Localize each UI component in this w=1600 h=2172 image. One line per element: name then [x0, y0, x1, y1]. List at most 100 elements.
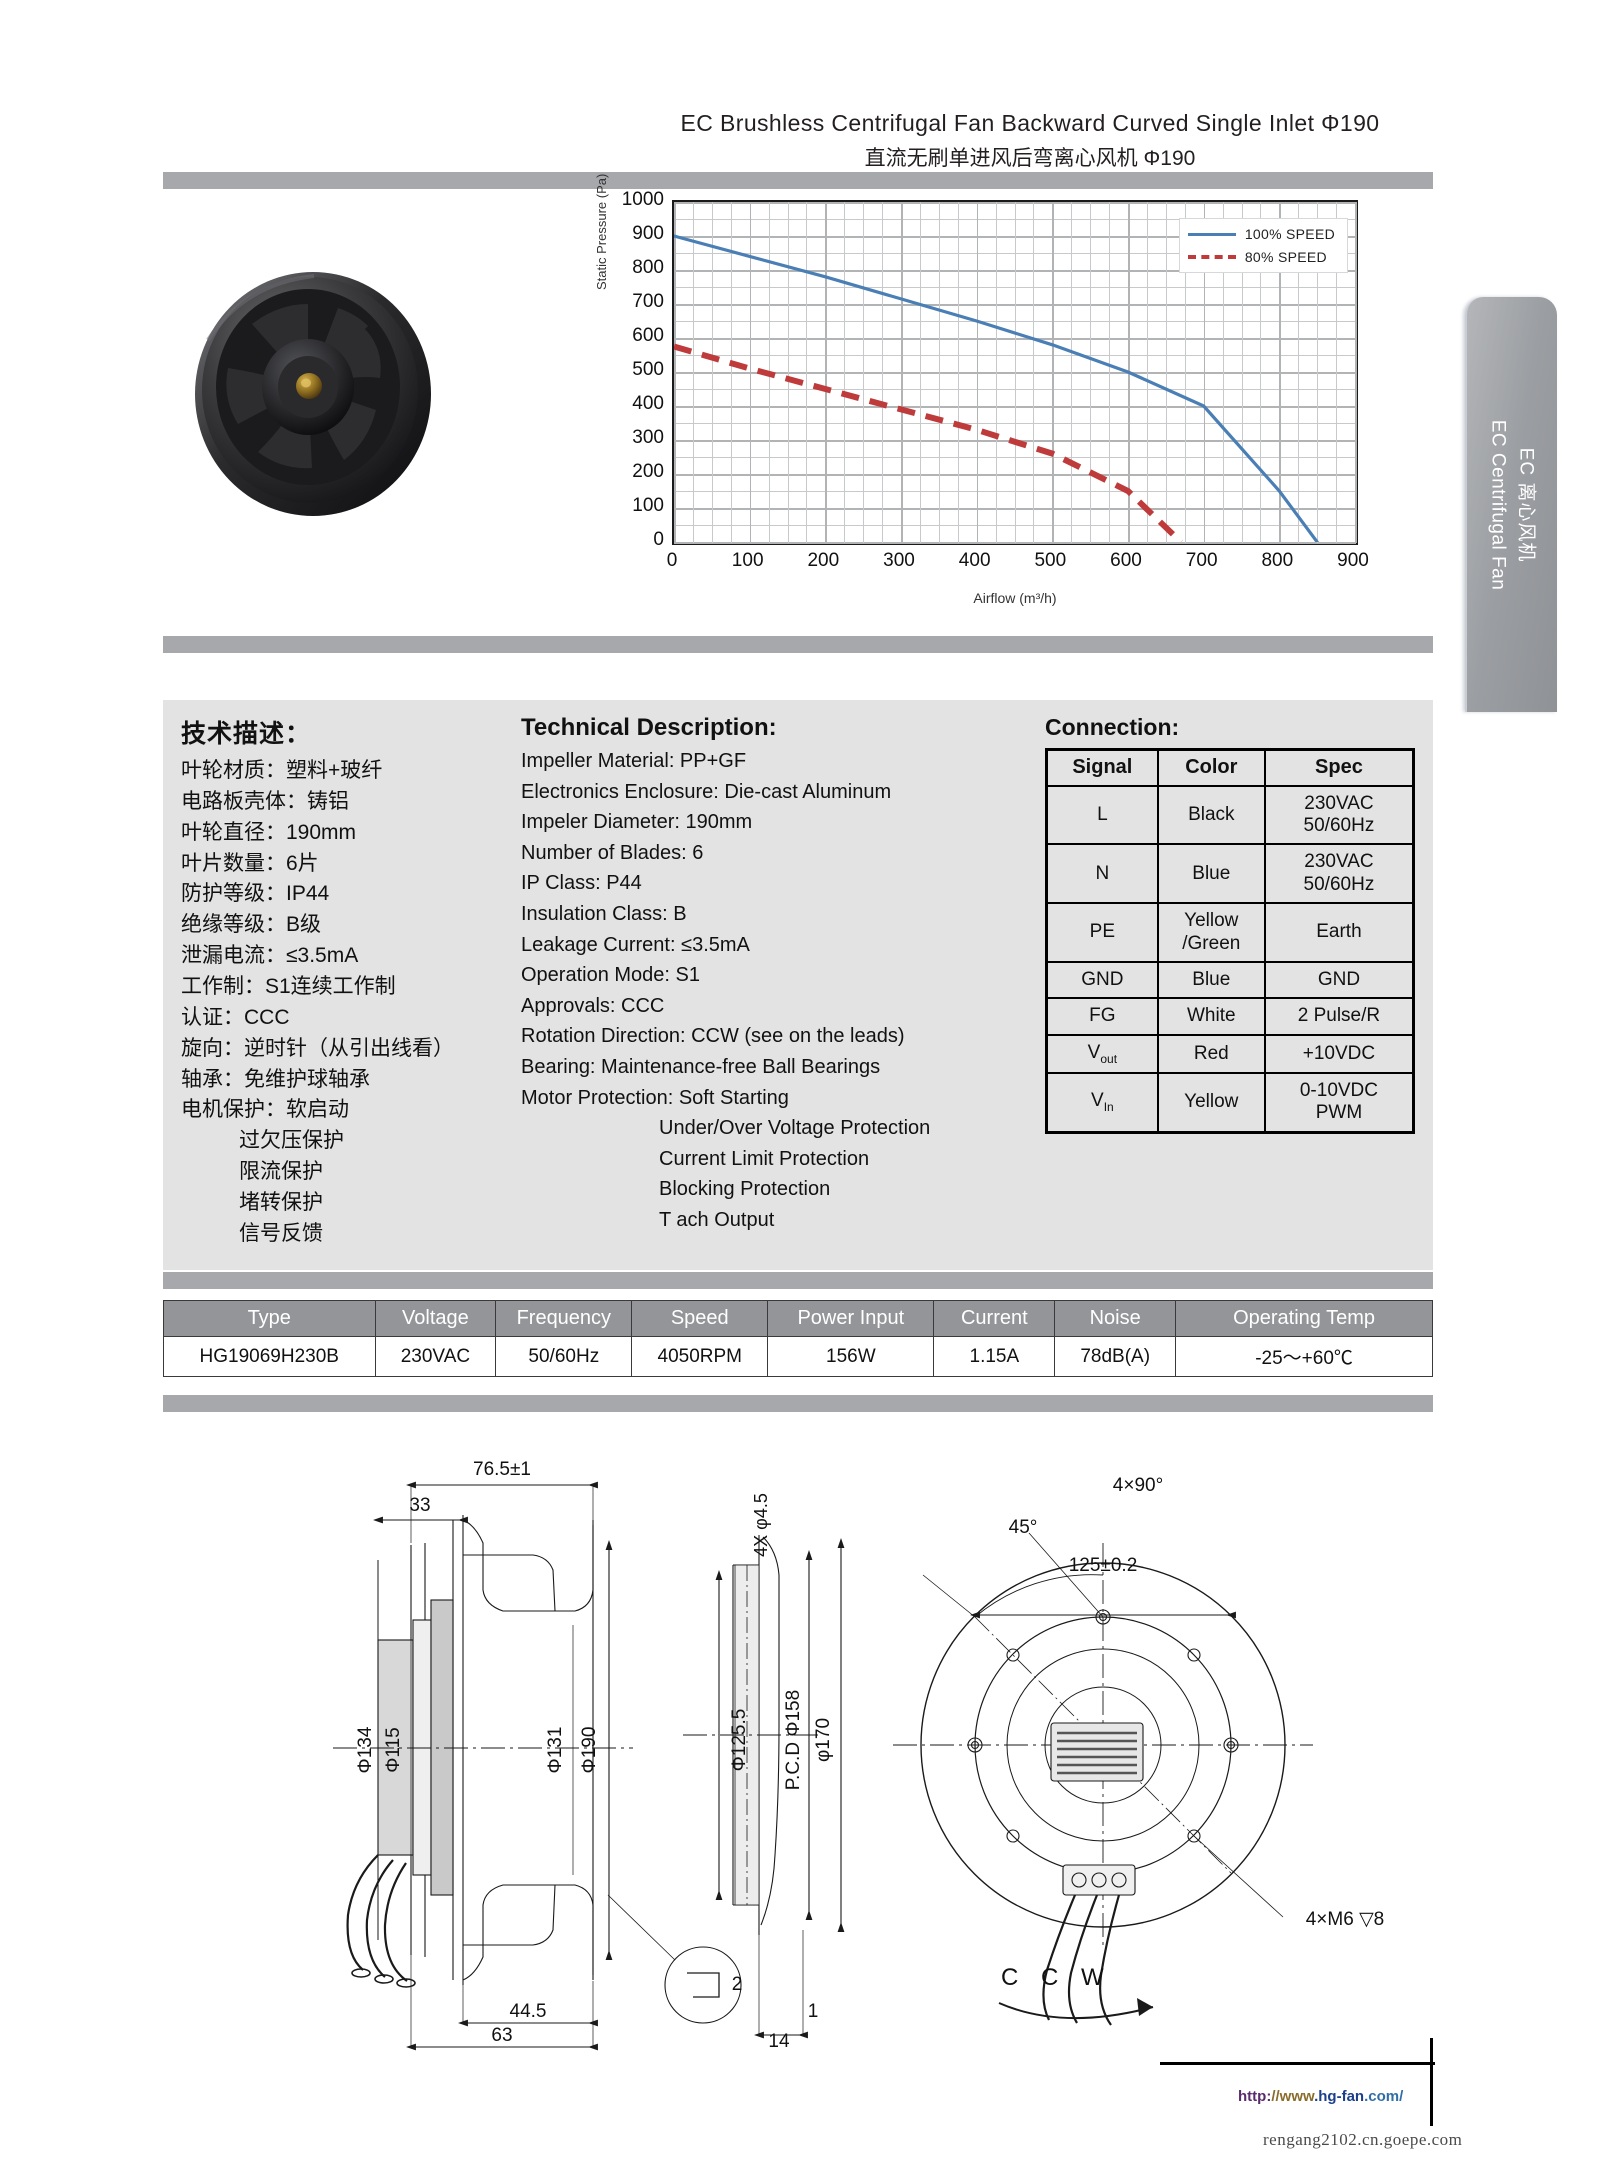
chart-gridline-v	[825, 202, 827, 543]
model-col-6: Noise	[1054, 1300, 1177, 1337]
chart-x-tick-700: 700	[1185, 550, 1218, 571]
chart-x-tick-300: 300	[883, 550, 915, 571]
url-part-2: //www	[1271, 2088, 1315, 2105]
drawing-section-view: 4X φ4.5 Φ125.5 P.C.D Φ158 φ170 2 1 14	[683, 1493, 845, 2052]
legend-swatch-solid	[1187, 232, 1236, 236]
url-part-1: http:	[1238, 2088, 1272, 2105]
chart-y-tick-600: 600	[632, 325, 664, 346]
svg-text:1: 1	[808, 2001, 819, 2022]
connection-signal: FG	[1045, 997, 1159, 1036]
svg-text:4×M6 ▽8: 4×M6 ▽8	[1306, 1909, 1385, 1930]
connection-spec: +10VDC	[1263, 1033, 1415, 1074]
legend-label-100: 100% SPEED	[1244, 226, 1335, 242]
chart-y-axis-label: Static Pressure (Pa)	[594, 173, 609, 290]
side-tab-ec-centrifugal-fan[interactable]: EC 离心风机 EC Centrifugal Fan	[1465, 297, 1557, 712]
chart-y-tick-300: 300	[632, 427, 664, 448]
divider-lower	[163, 1272, 1433, 1289]
chart-gridline-v	[1146, 202, 1148, 543]
chart-gridline-v	[1184, 202, 1186, 543]
tech-en-line-6: Leakage Current: ≤3.5mA	[521, 933, 750, 956]
model-table-header: Type Voltage Frequency Speed Power Input Curr…	[163, 1300, 1433, 1337]
tech-cn-line-14: 堵转保护	[239, 1191, 323, 1215]
chart-gridline-v	[976, 202, 979, 543]
chart-gridline-v	[692, 202, 694, 543]
chart-series-1	[674, 343, 1184, 542]
chart-gridline-v	[919, 202, 921, 543]
model-cell-1: 230VAC	[374, 1336, 497, 1377]
chart-x-axis-label: Airflow (m³/h)	[973, 590, 1057, 606]
chart-gridline-v	[787, 202, 789, 543]
tech-en-line-15: T ach Output	[659, 1208, 775, 1231]
chart-gridline-v	[749, 202, 752, 543]
chart-x-ticks: 0 100 200 300 400 500 600 700 800 900	[667, 550, 1369, 576]
connection-row: Vout Red +10VDC	[1045, 1033, 1415, 1074]
legend-swatch-dashed	[1187, 255, 1236, 259]
connection-signal: PE	[1045, 902, 1159, 964]
chart-gridline-v	[1165, 202, 1167, 543]
tech-cn-line-9: 旋向：逆时针（从引出线看）	[181, 1036, 454, 1060]
tech-description-english: Technical Description: Impeller Material…	[513, 700, 1033, 1270]
connection-color: Yellow	[1156, 1071, 1266, 1134]
divider-bottom	[163, 1395, 1433, 1412]
connection-color: Black	[1156, 784, 1266, 846]
tech-en-line-11: Motor Protection: Soft Starting	[521, 1086, 789, 1109]
chart-y-tick-1000: 1000	[621, 189, 664, 210]
model-cell-6: 78dB(A)	[1054, 1336, 1177, 1377]
model-cell-0: HG19069H230B	[163, 1336, 376, 1377]
connection-row: PE Yellow/Green Earth	[1045, 902, 1415, 964]
svg-text:P.C.D Φ158: P.C.D Φ158	[783, 1690, 804, 1790]
tech-cn-line-4: 防护等级：IP44	[181, 882, 330, 906]
page-watermark: rengang2102.cn.goepe.com	[1263, 2130, 1463, 2149]
tech-en-line-5: Insulation Class: B	[521, 902, 687, 925]
connection-col-2: Spec	[1263, 748, 1415, 787]
chart-gridline-v	[1203, 202, 1206, 543]
chart-x-tick-0: 0	[666, 550, 678, 571]
model-cell-2: 50/60Hz	[495, 1336, 633, 1377]
company-website-link[interactable]: http://www.hg-fan.com/	[1238, 2088, 1403, 2105]
chart-gridline-v	[1222, 202, 1224, 543]
model-col-7: Operating Temp	[1175, 1300, 1433, 1337]
chart-curves	[674, 234, 1319, 542]
chart-gridline-v	[1260, 202, 1262, 543]
svg-text:125±0.2: 125±0.2	[1069, 1555, 1138, 1576]
chart-gridline-v	[1090, 202, 1092, 543]
chart-y-tick-500: 500	[632, 359, 664, 380]
svg-text:76.5±1: 76.5±1	[473, 1459, 531, 1480]
side-tab-label-cn: EC 离心风机	[1515, 447, 1537, 562]
chart-y-tick-200: 200	[632, 461, 664, 482]
chart-gridline-v	[1071, 202, 1073, 543]
svg-text:Φ115: Φ115	[383, 1727, 404, 1772]
svg-text:C: C	[1001, 1964, 1018, 1991]
url-part-3: .hg-fan	[1314, 2088, 1365, 2105]
chart-y-tick-400: 400	[632, 393, 664, 414]
title-chinese: 直流无刷单进风后弯离心风机 Φ190	[864, 147, 1196, 170]
chart-x-tick-600: 600	[1110, 550, 1142, 571]
connection-col-0: Signal	[1045, 748, 1159, 787]
chart-gridline-v	[1279, 202, 1281, 543]
tech-en-line-9: Rotation Direction: CCW (see on the lead…	[521, 1025, 905, 1048]
svg-text:Φ131: Φ131	[545, 1727, 566, 1774]
model-col-1: Voltage	[374, 1300, 497, 1337]
chart-y-tick-900: 900	[632, 223, 664, 244]
model-col-2: Frequency	[495, 1300, 633, 1337]
chart-x-tick-800: 800	[1261, 550, 1294, 571]
connection-col-1: Color	[1156, 748, 1266, 787]
chart-gridline-v	[844, 202, 846, 543]
tech-description-chinese: 技术描述： 叶轮材质：塑料+玻纤 电路板壳体：铸铝 叶轮直径：190mm 叶片数量：6…	[163, 700, 513, 1270]
connection-signal: L	[1045, 784, 1159, 846]
model-col-5: Current	[933, 1300, 1056, 1337]
connection-color: White	[1156, 997, 1266, 1036]
tech-en-line-10: Bearing: Maintenance-free Ball Bearings	[521, 1055, 881, 1078]
model-cell-7: -25～+60℃	[1175, 1336, 1433, 1377]
connection-signal: Vout	[1045, 1033, 1159, 1074]
chart-y-tick-0: 0	[653, 529, 664, 550]
connection-row: L Black 230VAC 50/60Hz	[1045, 784, 1415, 846]
tech-cn-line-12: 过欠压保护	[239, 1129, 344, 1153]
model-col-4: Power Input	[767, 1300, 935, 1337]
tech-en-line-7: Operation Mode: S1	[521, 964, 700, 987]
model-cell-5: 1.15A	[933, 1336, 1056, 1377]
connection-spec: 230VAC 50/60Hz	[1263, 784, 1415, 846]
tech-en-heading: Technical Description:	[521, 714, 777, 741]
connection-spec: 230VAC 50/60Hz	[1263, 843, 1415, 905]
connection-color: Blue	[1156, 843, 1266, 905]
